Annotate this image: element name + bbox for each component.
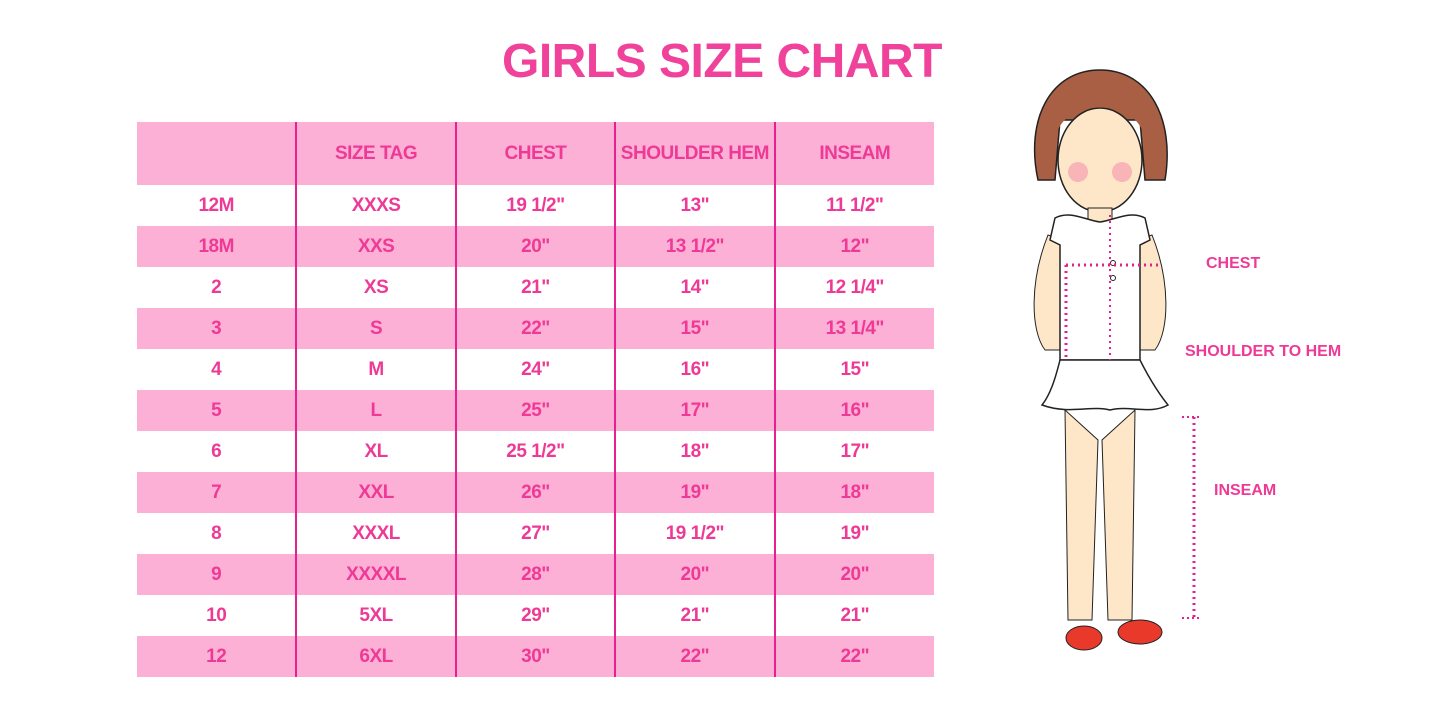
table-cell: 19 1/2" (454, 185, 616, 226)
table-cell: XL (295, 431, 456, 472)
table-cell: 19" (773, 513, 934, 554)
table-cell: 16" (614, 349, 775, 390)
table-cell: 20" (454, 226, 616, 267)
table-cell: 25 1/2" (454, 431, 616, 472)
inseam-label: INSEAM (1214, 482, 1277, 499)
table-cell: 5 (137, 390, 297, 431)
table-cell: 12M (198, 194, 234, 216)
table-cell: 22" (614, 636, 775, 677)
table-row: 2 XS 21" 14" 12 1/4" (137, 267, 934, 308)
table-cell: 22" (454, 308, 616, 349)
table-cell: XXXL (295, 513, 456, 554)
table-cell: M (295, 349, 456, 390)
table-cell: 19 1/2" (614, 513, 775, 554)
table-cell: 21" (454, 267, 616, 308)
column-header: CHEST (454, 122, 616, 185)
table-cell: XXL (295, 472, 456, 513)
table-row: 4 M 24" 16" 15" (137, 349, 934, 390)
table-row: 18M XXS 20" 13 1/2" 12" (137, 226, 934, 267)
table-cell: 17" (614, 390, 775, 431)
shoulder-to-hem-label: SHOULDER TO HEM (1185, 343, 1342, 360)
table-cell: 17" (773, 431, 934, 472)
table-cell: 12" (773, 226, 934, 267)
table-cell: 27" (454, 513, 616, 554)
table-cell: 13 1/2" (614, 226, 775, 267)
table-row: 7 XXL 26" 19" 18" (137, 472, 934, 513)
table-header-row: SIZE TAG CHEST SHOULDER HEM INSEAM (137, 122, 934, 185)
table-cell: 12 1/4" (773, 267, 934, 308)
table-cell: 4 (211, 358, 222, 380)
table-cell: XXS (295, 226, 456, 267)
table-row: 3 S 22" 15" 13 1/4" (137, 308, 934, 349)
table-cell: 9 (137, 554, 297, 595)
table-cell: 22" (773, 636, 934, 677)
table-cell: 5XL (295, 595, 456, 636)
table-cell: XXXXL (295, 554, 456, 595)
table-cell: 3 (137, 308, 297, 349)
table-cell: 19" (614, 472, 775, 513)
column-header (137, 122, 297, 185)
table-row: 9 XXXXL 28" 20" 20" (137, 554, 934, 595)
table-row: 10 5XL 29" 21" 21" (137, 595, 934, 636)
table-cell: S (295, 308, 456, 349)
table-cell: XS (295, 267, 456, 308)
table-cell: 15" (773, 349, 934, 390)
column-header: INSEAM (773, 122, 934, 185)
table-cell: 6XL (295, 636, 456, 677)
page-title: GIRLS SIZE CHART (501, 35, 943, 88)
column-header: SHOULDER HEM (614, 122, 775, 185)
table-cell: 18M (137, 226, 297, 267)
girl-illustration (1033, 69, 1200, 651)
table-row: 12 6XL 30" 22" 22" (137, 636, 934, 677)
size-chart-table: SIZE TAG CHEST SHOULDER HEM INSEAM 12M XXXS 1… (137, 122, 934, 677)
table-row: 6 XL 25 1/2" 18" 17" (137, 431, 934, 472)
table-row: 12M XXXS 19 1/2" 13" 11 1/2" (137, 185, 934, 226)
table-cell: 24" (454, 349, 616, 390)
chest-label: CHEST (1206, 255, 1261, 272)
table-cell: 25" (454, 390, 616, 431)
table-cell: 13 1/4" (773, 308, 934, 349)
table-cell: 15" (614, 308, 775, 349)
table-cell: 26" (454, 472, 616, 513)
table-cell: 18" (773, 472, 934, 513)
table-cell: 13" (614, 185, 775, 226)
table-cell: 7 (137, 472, 297, 513)
column-header: SIZE TAG (295, 122, 456, 185)
table-cell: 20" (614, 554, 775, 595)
table-cell: 16" (773, 390, 934, 431)
table-cell: 6 (211, 440, 222, 462)
table-cell: 12 (137, 636, 297, 677)
table-cell: 18" (614, 431, 775, 472)
table-cell: 21" (773, 595, 934, 636)
table-cell: 10 (206, 604, 227, 626)
table-cell: 11 1/2" (773, 185, 934, 226)
table-cell: 21" (614, 595, 775, 636)
table-cell: XXXS (295, 185, 456, 226)
table-row: 8 XXXL 27" 19 1/2" 19" (137, 513, 934, 554)
table-cell: 28" (454, 554, 616, 595)
table-cell: L (295, 390, 456, 431)
table-cell: 20" (773, 554, 934, 595)
table-cell: 8 (211, 522, 222, 544)
table-cell: 14" (614, 267, 775, 308)
table-row: 5 L 25" 17" 16" (137, 390, 934, 431)
table-cell: 29" (454, 595, 616, 636)
table-cell: 30" (454, 636, 616, 677)
table-cell: 2 (211, 276, 222, 298)
